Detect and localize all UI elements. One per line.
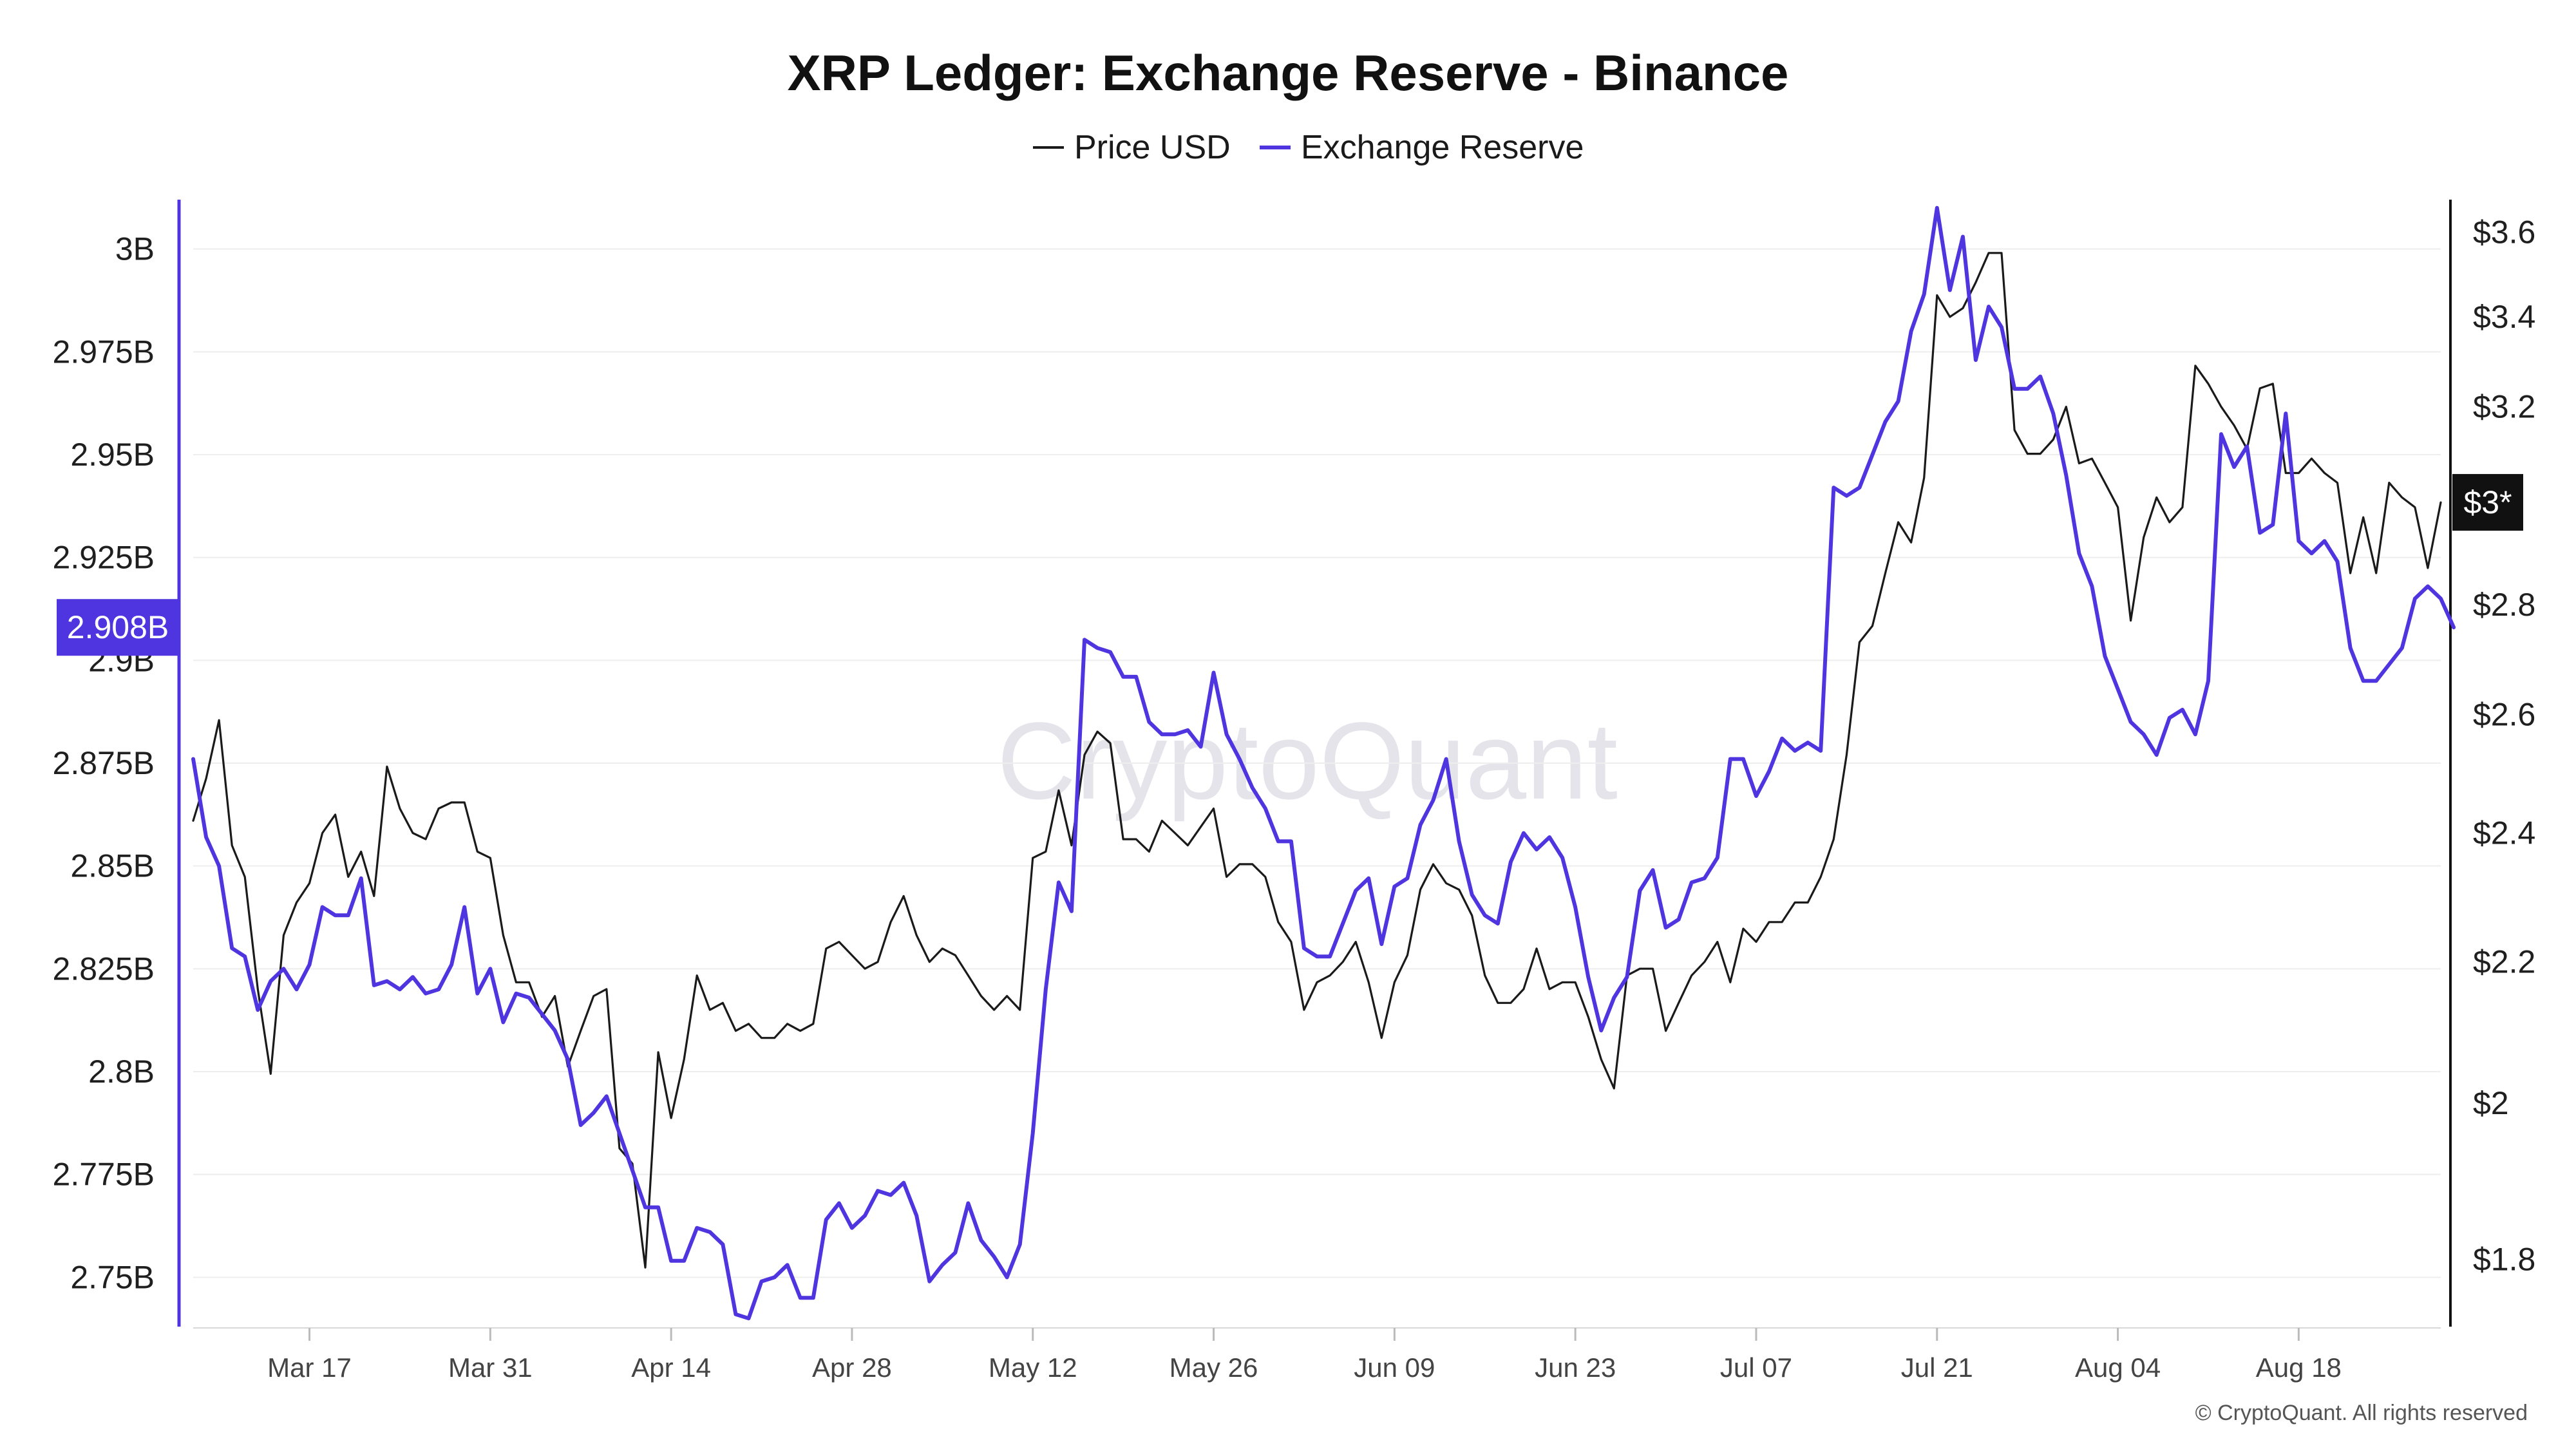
right-tick-label: $2.8 — [2473, 587, 2535, 623]
legend-label-price: Price USD — [1074, 129, 1231, 166]
legend: Price USD Exchange Reserve — [1033, 129, 1584, 166]
copyright-notice: © CryptoQuant. All rights reserved — [2195, 1401, 2528, 1425]
price-current-badge: $3* — [2452, 474, 2523, 531]
gridlines — [193, 248, 2441, 1278]
price-current-badge-bg — [2452, 474, 2523, 531]
x-tick-label: Jun 09 — [1354, 1352, 1435, 1383]
right-tick-label: $3.4 — [2473, 299, 2535, 335]
x-tick-label: Jun 23 — [1535, 1352, 1616, 1383]
left-tick-label: 2.95B — [70, 437, 155, 473]
x-tick-label: Aug 04 — [2075, 1352, 2161, 1383]
x-tick-label: Mar 31 — [448, 1352, 533, 1383]
x-tick-label: Jul 21 — [1901, 1352, 1973, 1383]
right-tick-label: $2.4 — [2473, 815, 2535, 851]
x-axis-ticks: Mar 17 Mar 31 Apr 14 Apr 28 May 12 May 26 Jun … — [267, 1328, 2342, 1383]
right-tick-label: $2 — [2473, 1085, 2509, 1121]
left-tick-label: 2.875B — [53, 745, 155, 781]
watermark: CryptoQuant — [997, 700, 1618, 822]
left-tick-label: 2.8B — [88, 1054, 155, 1090]
right-tick-label: $2.2 — [2473, 944, 2535, 980]
left-tick-label: 2.75B — [70, 1259, 155, 1295]
right-tick-label: $2.6 — [2473, 696, 2535, 732]
x-tick-label: Apr 14 — [631, 1352, 711, 1383]
reserve-current-badge-bg — [57, 599, 179, 656]
x-tick-label: May 12 — [989, 1352, 1077, 1383]
left-tick-label: 3B — [115, 231, 155, 267]
chart-title: XRP Ledger: Exchange Reserve - Binance — [788, 44, 1789, 101]
left-tick-label: 2.925B — [53, 540, 155, 576]
x-tick-label: Aug 18 — [2256, 1352, 2342, 1383]
series-layer — [191, 205, 2456, 1321]
reserve-current-label: 2.908B — [67, 609, 169, 645]
left-tick-label: 2.975B — [53, 334, 155, 370]
legend-item-price[interactable]: Price USD — [1033, 129, 1231, 166]
price-current-label: $3* — [2463, 484, 2512, 520]
x-tick-label: Jul 07 — [1720, 1352, 1792, 1383]
left-tick-label: 2.775B — [53, 1157, 155, 1193]
legend-label-reserve: Exchange Reserve — [1301, 129, 1584, 166]
legend-item-reserve[interactable]: Exchange Reserve — [1260, 129, 1584, 166]
left-axis-ticks: 3B2.975B2.95B2.925B2.9B2.875B2.85B2.825B… — [53, 231, 155, 1296]
right-tick-label: $3.2 — [2473, 389, 2535, 425]
reserve-current-badge: 2.908B — [57, 599, 179, 656]
left-tick-label: 2.85B — [70, 848, 155, 884]
right-axis-ticks: $3.6 $3.4 $3.2 $2.8 $2.6 $2.4 $2.2 $2 $1.8 — [2473, 214, 2535, 1278]
exchange-reserve-line[interactable] — [191, 205, 2456, 1321]
right-tick-label: $3.6 — [2473, 214, 2535, 251]
x-tick-label: Apr 28 — [812, 1352, 892, 1383]
x-tick-label: May 26 — [1170, 1352, 1258, 1383]
left-tick-label: 2.825B — [53, 951, 155, 987]
right-tick-label: $1.8 — [2473, 1241, 2535, 1277]
x-tick-label: Mar 17 — [267, 1352, 352, 1383]
